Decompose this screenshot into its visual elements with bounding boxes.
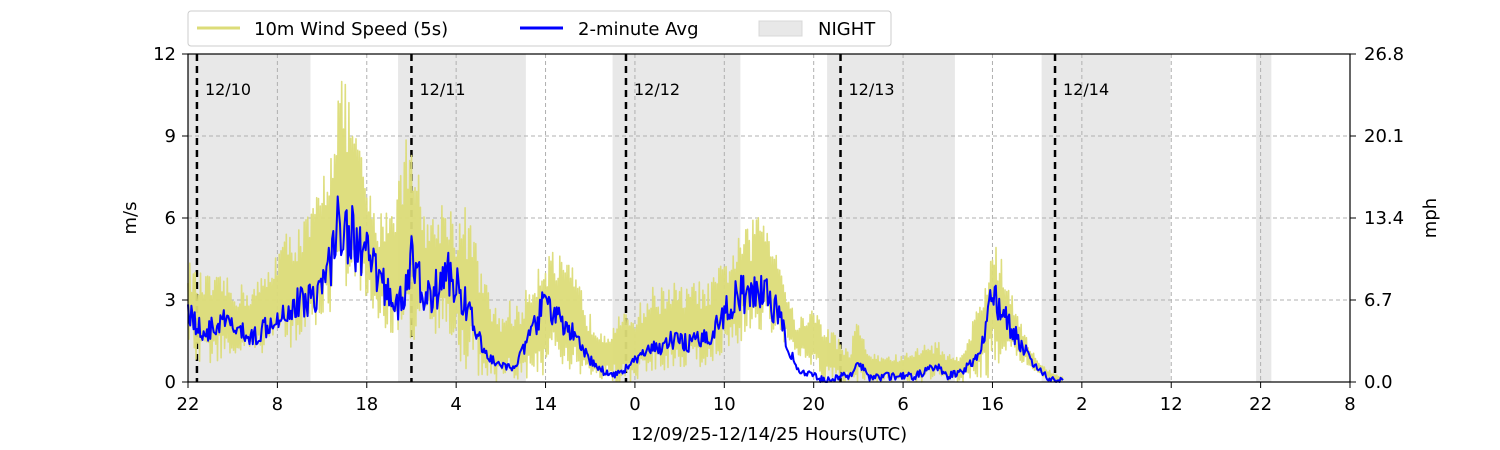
x-tick-label-8: 6 bbox=[897, 394, 908, 415]
y2-tick-label-1: 6.7 bbox=[1364, 290, 1393, 311]
x-tick-label-10: 2 bbox=[1076, 394, 1087, 415]
x-tick-label-13: 8 bbox=[1344, 394, 1355, 415]
x-tick-label-9: 16 bbox=[981, 394, 1004, 415]
day-marker-label-1: 12/11 bbox=[419, 80, 465, 99]
y2-tick-label-2: 13.4 bbox=[1364, 208, 1404, 229]
x-tick-label-1: 8 bbox=[272, 394, 283, 415]
y-axis-left: 0 3 6 9 12 bbox=[153, 44, 188, 393]
x-tick-label-6: 10 bbox=[713, 394, 736, 415]
y-tick-label-1: 3 bbox=[165, 290, 176, 311]
y-tick-label-3: 9 bbox=[165, 126, 176, 147]
x-tick-label-2: 18 bbox=[355, 394, 378, 415]
day-marker-group: 12/10 12/11 12/12 12/13 12/14 bbox=[195, 54, 1109, 382]
x-tick-label-11: 12 bbox=[1160, 394, 1183, 415]
series-line-avg bbox=[187, 195, 1064, 383]
series-group bbox=[187, 80, 1064, 383]
y-tick-label-2: 6 bbox=[165, 208, 176, 229]
y2-tick-label-3: 20.1 bbox=[1364, 126, 1404, 147]
x-tick-label-3: 4 bbox=[450, 394, 461, 415]
day-marker-label-3: 12/13 bbox=[849, 80, 895, 99]
legend-label-night: NIGHT bbox=[818, 19, 876, 40]
x-tick-label-12: 22 bbox=[1249, 394, 1272, 415]
legend-label-avg: 2-minute Avg bbox=[578, 19, 699, 40]
y-tick-label-4: 12 bbox=[153, 44, 176, 65]
y-axis-right: 0.0 6.7 13.4 20.1 26.8 bbox=[1350, 44, 1404, 393]
x-tick-label-7: 20 bbox=[802, 394, 825, 415]
x-tick-label-4: 14 bbox=[534, 394, 557, 415]
y2-tick-label-4: 26.8 bbox=[1364, 44, 1404, 65]
x-tick-label-0: 22 bbox=[177, 394, 200, 415]
y-axis-label-right: mph bbox=[1420, 198, 1441, 238]
day-marker-label-2: 12/12 bbox=[634, 80, 680, 99]
legend-swatch-night bbox=[758, 20, 803, 37]
y-tick-label-0: 0 bbox=[165, 372, 176, 393]
y2-tick-label-0: 0.0 bbox=[1364, 372, 1393, 393]
legend: 10m Wind Speed (5s) 2-minute Avg NIGHT bbox=[187, 10, 892, 47]
x-axis: 22 8 18 4 14 0 10 20 6 16 2 12 22 8 bbox=[177, 382, 1356, 415]
day-marker-label-0: 12/10 bbox=[205, 80, 251, 99]
y-axis-label-left: m/s bbox=[120, 202, 141, 235]
day-marker-label-4: 12/14 bbox=[1063, 80, 1109, 99]
x-tick-label-5: 0 bbox=[629, 394, 640, 415]
x-axis-label: 12/09/25-12/14/25 Hours(UTC) bbox=[631, 424, 907, 445]
legend-label-raw: 10m Wind Speed (5s) bbox=[254, 19, 448, 40]
